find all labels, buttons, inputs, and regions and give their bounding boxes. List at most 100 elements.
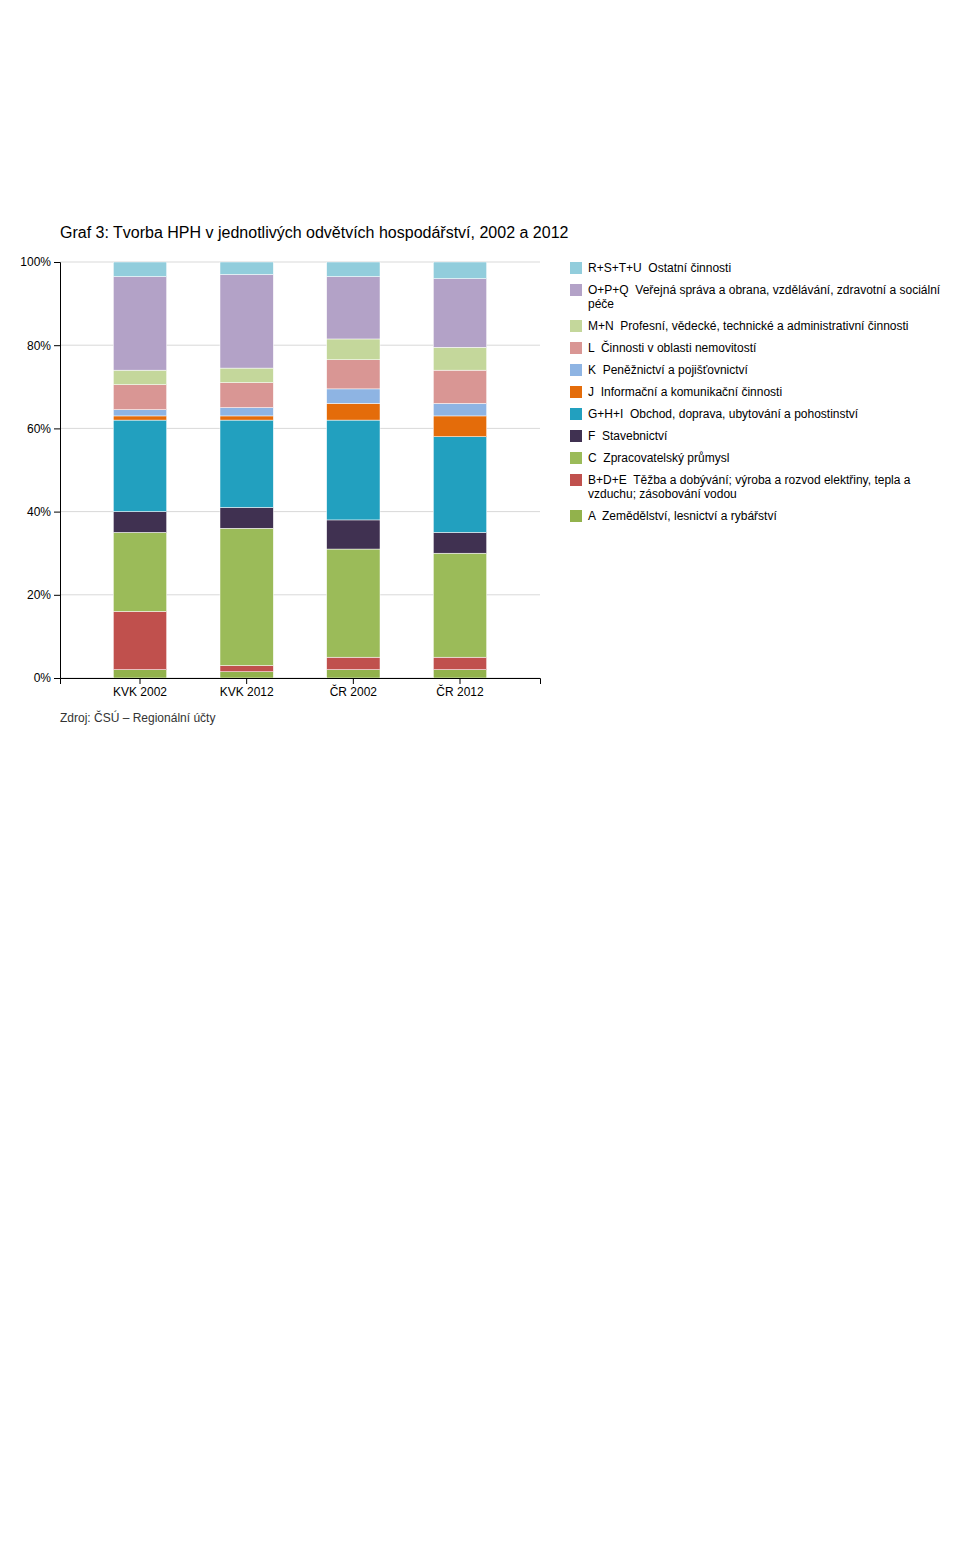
legend-label: C Zpracovatelský průmysl: [588, 451, 729, 465]
y-tick: 80%: [27, 339, 60, 353]
legend-swatch: [570, 284, 582, 296]
bar-segment: [327, 339, 380, 360]
legend-swatch: [570, 342, 582, 354]
legend-item: G+H+I Obchod, doprava, ubytování a pohos…: [570, 407, 859, 421]
legend-swatch: [570, 364, 582, 376]
y-axis: 0% 20% 40% 60% 80% 100%: [20, 255, 60, 685]
legend-label-line: A Zemědělství, lesnictví a rybářství: [588, 509, 777, 523]
bar-segment: [327, 403, 380, 420]
y-tick-label: 80%: [27, 339, 51, 353]
legend-swatch: [570, 474, 582, 486]
legend-label-line: M+N Profesní, vědecké, technické a admin…: [588, 319, 908, 333]
y-axis-line: [54, 263, 61, 679]
bar-segment: [433, 279, 486, 348]
bar-segment: [220, 262, 273, 274]
legend-label-line: K Peněžnictví a pojišťovnictví: [588, 363, 749, 377]
x-tick-label: KVK 2002: [113, 685, 167, 699]
bar-segment: [220, 666, 273, 672]
annotation: Zdroj: ČSÚ – Regionální účty: [60, 710, 215, 725]
y-tick: 20%: [27, 588, 60, 602]
x-axis-line: [61, 679, 541, 685]
legend-label-line: C Zpracovatelský průmysl: [588, 451, 729, 465]
chart: Graf 3: Tvorba HPH v jednotlivých odvětv…: [0, 0, 960, 1541]
legend-item: B+D+E Těžba a dobývání; výroba a rozvod …: [570, 473, 911, 501]
bar-segment: [220, 274, 273, 368]
legend-swatch: [570, 262, 582, 274]
bar-segment: [113, 532, 166, 611]
legend-swatch: [570, 430, 582, 442]
bar-segment: [220, 528, 273, 665]
bars: [113, 262, 486, 678]
legend-label: O+P+Q Veřejná správa a obrana, vzděláván…: [588, 283, 941, 311]
legend-label-line: L Činnosti v oblasti nemovitostí: [588, 340, 757, 355]
bar-segment: [327, 262, 380, 277]
y-tick: 40%: [27, 505, 60, 519]
x-tick-mark: [353, 678, 354, 684]
x-tick-label: ČR 2002: [330, 684, 378, 699]
bar-segment: [113, 611, 166, 669]
legend-item: M+N Profesní, vědecké, technické a admin…: [570, 319, 908, 333]
bar-segment: [327, 549, 380, 657]
y-tick-mark: [54, 595, 60, 596]
legend-swatch: [570, 408, 582, 420]
legend-label: G+H+I Obchod, doprava, ubytování a pohos…: [588, 407, 859, 421]
bar-segment: [113, 410, 166, 416]
bar-segment: [327, 420, 380, 520]
grid: [60, 262, 540, 678]
bar-segment: [113, 262, 166, 277]
y-tick-mark: [54, 262, 60, 263]
bar-segment: [220, 416, 273, 420]
bar-segment: [113, 277, 166, 371]
plot: 0% 20% 40% 60% 80% 100% KVK 2002 KVK 2012 ČR 200…: [20, 255, 540, 698]
title: Graf 3: Tvorba HPH v jednotlivých odvětv…: [60, 224, 569, 241]
bar-segment: [113, 512, 166, 533]
bar-segment: [113, 416, 166, 420]
legend-swatch: [570, 510, 582, 522]
y-tick-mark: [54, 345, 60, 346]
legend-label: F Stavebnictví: [588, 429, 668, 443]
bar-segment: [327, 657, 380, 669]
bar-segment: [327, 360, 380, 389]
legend-label-line: G+H+I Obchod, doprava, ubytování a pohos…: [588, 407, 859, 421]
legend-label-line: péče: [588, 297, 614, 311]
bar-segment: [433, 670, 486, 678]
y-tick-label: 40%: [27, 505, 51, 519]
legend-item: F Stavebnictví: [570, 429, 668, 443]
bar-segment: [433, 403, 486, 415]
legend-label: J Informační a komunikační činnosti: [588, 385, 782, 399]
x-tick: ČR 2002: [330, 678, 378, 699]
y-tick-mark: [54, 678, 60, 679]
bar-segment: [220, 672, 273, 678]
legend-label: M+N Profesní, vědecké, technické a admin…: [588, 319, 908, 333]
y-tick-label: 100%: [20, 255, 51, 269]
x-tick-mark: [246, 678, 247, 684]
x-tick-mark: [140, 678, 141, 684]
x-tick-label: KVK 2012: [220, 685, 274, 699]
bar-segment: [433, 262, 486, 279]
y-tick-label: 0%: [34, 671, 52, 685]
x-tick: KVK 2012: [220, 678, 274, 699]
bar-segment: [433, 370, 486, 403]
bar-segment: [327, 277, 380, 339]
bar-segment: [433, 532, 486, 553]
bar-segment: [220, 420, 273, 507]
bar-segment: [220, 368, 273, 383]
bar-segment: [433, 657, 486, 669]
bar-segment: [433, 437, 486, 533]
bar-segment: [220, 507, 273, 528]
bar-segment: [327, 670, 380, 678]
legend-label: B+D+E Těžba a dobývání; výroba a rozvod …: [588, 473, 911, 501]
legend-label: K Peněžnictví a pojišťovnictví: [588, 363, 749, 377]
bar-segment: [433, 416, 486, 437]
y-tick-label: 60%: [27, 422, 51, 436]
legend-label-line: B+D+E Těžba a dobývání; výroba a rozvod …: [588, 473, 911, 487]
x-tick: ČR 2012: [436, 678, 484, 699]
bar-segment: [433, 347, 486, 370]
legend-item: K Peněžnictví a pojišťovnictví: [570, 363, 749, 377]
legend-swatch: [570, 386, 582, 398]
bar-segment: [433, 553, 486, 657]
legend-label-line: F Stavebnictví: [588, 429, 668, 443]
legend-item: C Zpracovatelský průmysl: [570, 451, 729, 465]
bar-segment: [327, 389, 380, 404]
legend-label-line: O+P+Q Veřejná správa a obrana, vzděláván…: [588, 283, 941, 297]
